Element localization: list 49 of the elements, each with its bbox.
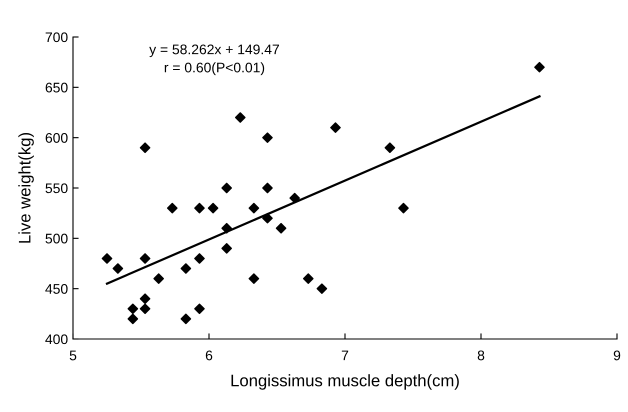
annotation: y = 58.262x + 149.47 <box>149 44 279 58</box>
point <box>140 253 150 264</box>
y-tick-label: 400 <box>45 334 68 344</box>
annotation: r = 0.60(P<0.01) <box>164 62 264 76</box>
y-tick-label: 600 <box>46 133 68 143</box>
point <box>330 122 341 133</box>
point <box>384 142 396 154</box>
point <box>102 253 112 264</box>
point <box>112 263 124 274</box>
point <box>208 202 218 214</box>
point <box>140 304 150 314</box>
x-axis-title: Longissimus muscle depth(cm) <box>232 374 459 390</box>
point <box>153 273 164 284</box>
x-tick-label: 8 <box>478 350 484 360</box>
point <box>180 314 192 324</box>
point <box>194 304 205 314</box>
point <box>221 243 232 254</box>
x-tick-label: 7 <box>342 350 348 360</box>
point <box>234 112 246 123</box>
point <box>398 202 409 214</box>
point <box>194 202 205 214</box>
point <box>194 253 205 264</box>
point <box>276 222 286 234</box>
x-tick-label: 6 <box>206 350 212 360</box>
point <box>262 132 273 143</box>
point <box>262 212 273 224</box>
point <box>140 142 150 154</box>
point <box>180 263 192 274</box>
point <box>302 273 314 284</box>
y-tick-label: 550 <box>46 183 68 194</box>
y-axis-title: Live weight(kg) <box>18 132 34 243</box>
y-tick-label: 500 <box>46 234 68 244</box>
point <box>316 283 328 294</box>
point <box>166 202 178 214</box>
point <box>128 304 138 314</box>
point <box>248 202 260 214</box>
y-tick-label: 700 <box>46 32 68 42</box>
point <box>221 222 232 234</box>
point <box>221 182 232 194</box>
point <box>128 314 138 324</box>
point <box>140 293 150 304</box>
x-tick-label: 5 <box>70 350 76 360</box>
point <box>262 182 273 194</box>
y-tick-label: 450 <box>45 284 68 294</box>
point <box>289 192 300 204</box>
point <box>248 273 260 284</box>
y-tick-label: 650 <box>46 82 68 93</box>
point <box>534 62 545 72</box>
x-tick-label: 9 <box>614 350 620 360</box>
